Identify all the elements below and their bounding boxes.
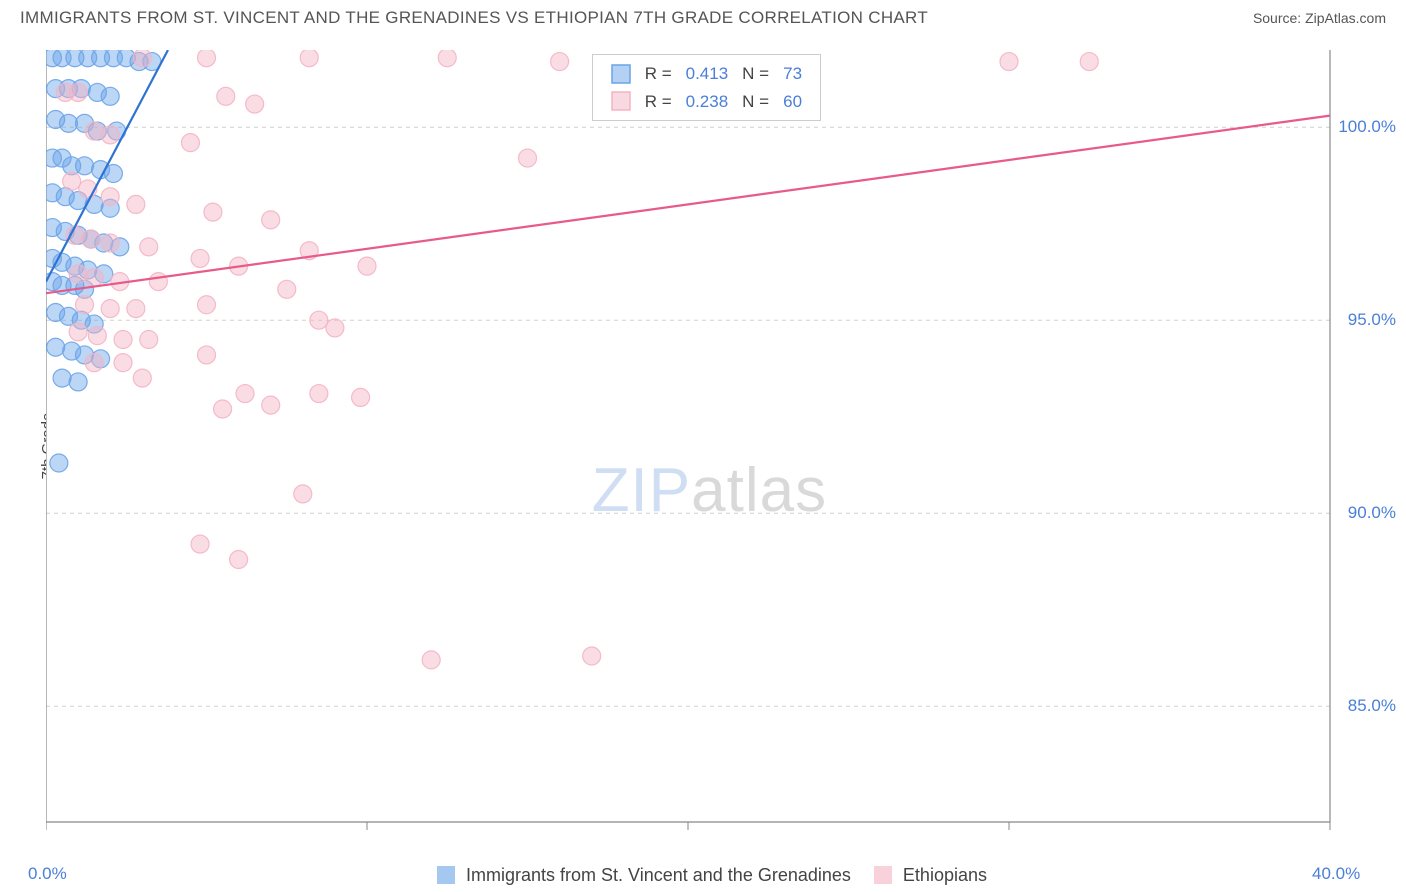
legend-swatch-0 — [437, 866, 455, 884]
chart-title: IMMIGRANTS FROM ST. VINCENT AND THE GREN… — [20, 8, 928, 28]
y-tick-label: 85.0% — [1336, 696, 1396, 716]
stats-legend-row: R =0.413N =73 — [605, 61, 808, 87]
x-tick-label: 40.0% — [1312, 864, 1360, 884]
source-label: Source: — [1253, 10, 1305, 26]
y-tick-label: 95.0% — [1336, 310, 1396, 330]
stats-legend: R =0.413N =73R =0.238N =60 — [592, 54, 821, 121]
source-line: Source: ZipAtlas.com — [1253, 10, 1386, 26]
x-tick-label: 0.0% — [28, 864, 67, 884]
y-tick-label: 90.0% — [1336, 503, 1396, 523]
legend-swatch-1 — [874, 866, 892, 884]
bottom-legend: Immigrants from St. Vincent and the Gren… — [0, 865, 1406, 886]
chart-area: ZIPatlas R =0.413N =73R =0.238N =60 85.0… — [46, 50, 1396, 852]
legend-label-1: Ethiopians — [903, 865, 987, 885]
source-value: ZipAtlas.com — [1305, 10, 1386, 26]
stats-legend-row: R =0.238N =60 — [605, 89, 808, 115]
y-tick-label: 100.0% — [1336, 117, 1396, 137]
scatter-plot-svg — [46, 50, 1396, 852]
legend-label-0: Immigrants from St. Vincent and the Gren… — [466, 865, 851, 885]
